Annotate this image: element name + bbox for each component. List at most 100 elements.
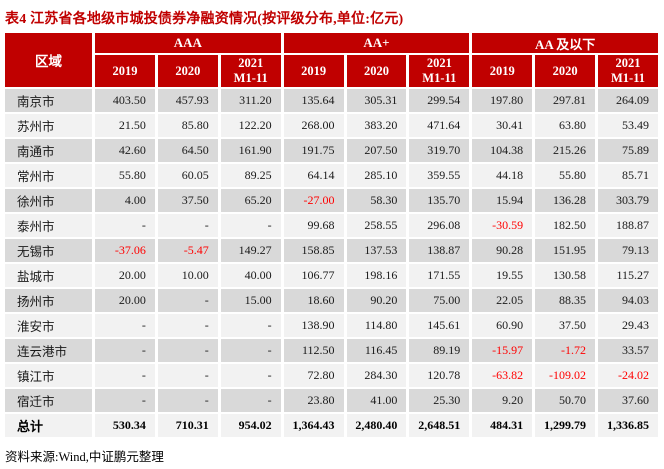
value-cell: - [220,339,281,362]
period-header-aaa-2020: 2020 [157,55,218,87]
value-cell: 457.93 [157,89,218,112]
value-cell: 60.05 [157,164,218,187]
value-cell: 198.16 [346,264,407,287]
value-cell: 284.30 [346,364,407,387]
period-header-aaa-2019: 2019 [95,55,155,87]
value-cell: - [95,389,155,412]
value-cell: 37.50 [157,189,218,212]
period-header-aaplus-2019: 2019 [283,55,344,87]
value-cell: 88.35 [535,289,595,312]
region-cell: 南京市 [5,89,92,112]
region-cell: 扬州市 [5,289,92,312]
value-cell: 89.19 [409,339,470,362]
value-cell: - [220,364,281,387]
value-cell: 15.00 [220,289,281,312]
value-cell: -15.97 [472,339,533,362]
value-cell: -63.82 [472,364,533,387]
table-row: 南京市 403.50 457.93 311.20 135.64 305.31 299.54 1… [5,89,658,112]
value-cell: 954.02 [220,414,281,437]
value-cell: 1,336.85 [598,414,658,437]
value-cell: 207.50 [346,139,407,162]
value-cell: 710.31 [157,414,218,437]
table-row: 扬州市 20.00-15.00 18.60 90.20 75.00 22.05 88.35 9… [5,289,658,312]
value-cell: 50.70 [535,389,595,412]
value-cell: 161.90 [220,139,281,162]
value-cell: 2,480.40 [346,414,407,437]
value-cell: 151.95 [535,239,595,262]
value-cell: 171.55 [409,264,470,287]
value-cell: - [95,339,155,362]
value-cell: 53.49 [598,114,658,137]
table-row: 盐城市 20.00 10.00 40.00 106.77 198.16 171.55 19.5… [5,264,658,287]
value-cell: - [220,214,281,237]
value-cell: 90.28 [472,239,533,262]
value-cell: 55.80 [535,164,595,187]
value-cell: -37.06 [95,239,155,262]
value-cell: 75.00 [409,289,470,312]
region-cell: 镇江市 [5,364,92,387]
value-cell: - [95,364,155,387]
value-cell: 1,364.43 [283,414,344,437]
value-cell: - [157,289,218,312]
value-cell: 285.10 [346,164,407,187]
rating-group-header-aaa: AAA [95,33,281,53]
table-body: 南京市 403.50 457.93 311.20 135.64 305.31 299.54 1… [5,89,658,437]
value-cell: 60.90 [472,314,533,337]
value-cell: 2,648.51 [409,414,470,437]
value-cell: - [157,364,218,387]
value-cell: 90.20 [346,289,407,312]
value-cell: 23.80 [283,389,344,412]
value-cell: 20.00 [95,264,155,287]
value-cell: 99.68 [283,214,344,237]
value-cell: 106.77 [283,264,344,287]
value-cell: 65.20 [220,189,281,212]
value-cell: 471.64 [409,114,470,137]
value-cell: 21.50 [95,114,155,137]
value-cell: 182.50 [535,214,595,237]
value-cell: -30.59 [472,214,533,237]
table-row: 泰州市 - - -99.68 258.55 296.08 -30.59 182.50 188.8… [5,214,658,237]
table-row: 连云港市 - - -112.50 116.45 89.19 -15.97 -1.72 33.57 [5,339,658,362]
value-cell: - [157,389,218,412]
region-column-header: 区域 [5,33,92,87]
region-cell: 无锡市 [5,239,92,262]
source-note: 资料来源:Wind,中证鹏元整理 [5,450,164,464]
value-cell: 299.54 [409,89,470,112]
value-cell: 268.00 [283,114,344,137]
value-cell: - [95,314,155,337]
value-cell: 120.78 [409,364,470,387]
value-cell: 15.94 [472,189,533,212]
value-cell: -24.02 [598,364,658,387]
value-cell: - [157,214,218,237]
table-header: 区域 AAA AA+ AA 及以下 2019 2020 2021 M1-11 2… [5,33,658,87]
table-row: 徐州市 4.00 37.50 65.20 -27.00 58.30 135.70 15.94 1… [5,189,658,212]
value-cell: 137.53 [346,239,407,262]
period-row: 2019 2020 2021 M1-11 2019 2020 2021 M1-1… [5,55,658,87]
value-cell: 258.55 [346,214,407,237]
region-cell: 常州市 [5,164,92,187]
table-title: 表4 江苏省各地级市城投债券净融资情况(按评级分布,单位:亿元) [5,12,404,27]
value-cell: 383.20 [346,114,407,137]
table-row: 苏州市 21.50 85.80 122.20 268.00 383.20 471.64 30.… [5,114,658,137]
value-cell: 64.50 [157,139,218,162]
period-header-aaplus-2021: 2021 M1-11 [409,55,470,87]
value-cell: 484.31 [472,414,533,437]
value-cell: 149.27 [220,239,281,262]
value-cell: - [157,339,218,362]
value-cell: 303.79 [598,189,658,212]
value-cell: -27.00 [283,189,344,212]
value-cell: 296.08 [409,214,470,237]
value-cell: 33.57 [598,339,658,362]
value-cell: 135.70 [409,189,470,212]
value-cell: 297.81 [535,89,595,112]
value-cell: 19.55 [472,264,533,287]
value-cell: 319.70 [409,139,470,162]
value-cell: 530.34 [95,414,155,437]
value-cell: 403.50 [95,89,155,112]
value-cell: 85.80 [157,114,218,137]
value-cell: 75.89 [598,139,658,162]
value-cell: - [220,314,281,337]
value-cell: 114.80 [346,314,407,337]
period-header-aabelow-2020: 2020 [535,55,595,87]
